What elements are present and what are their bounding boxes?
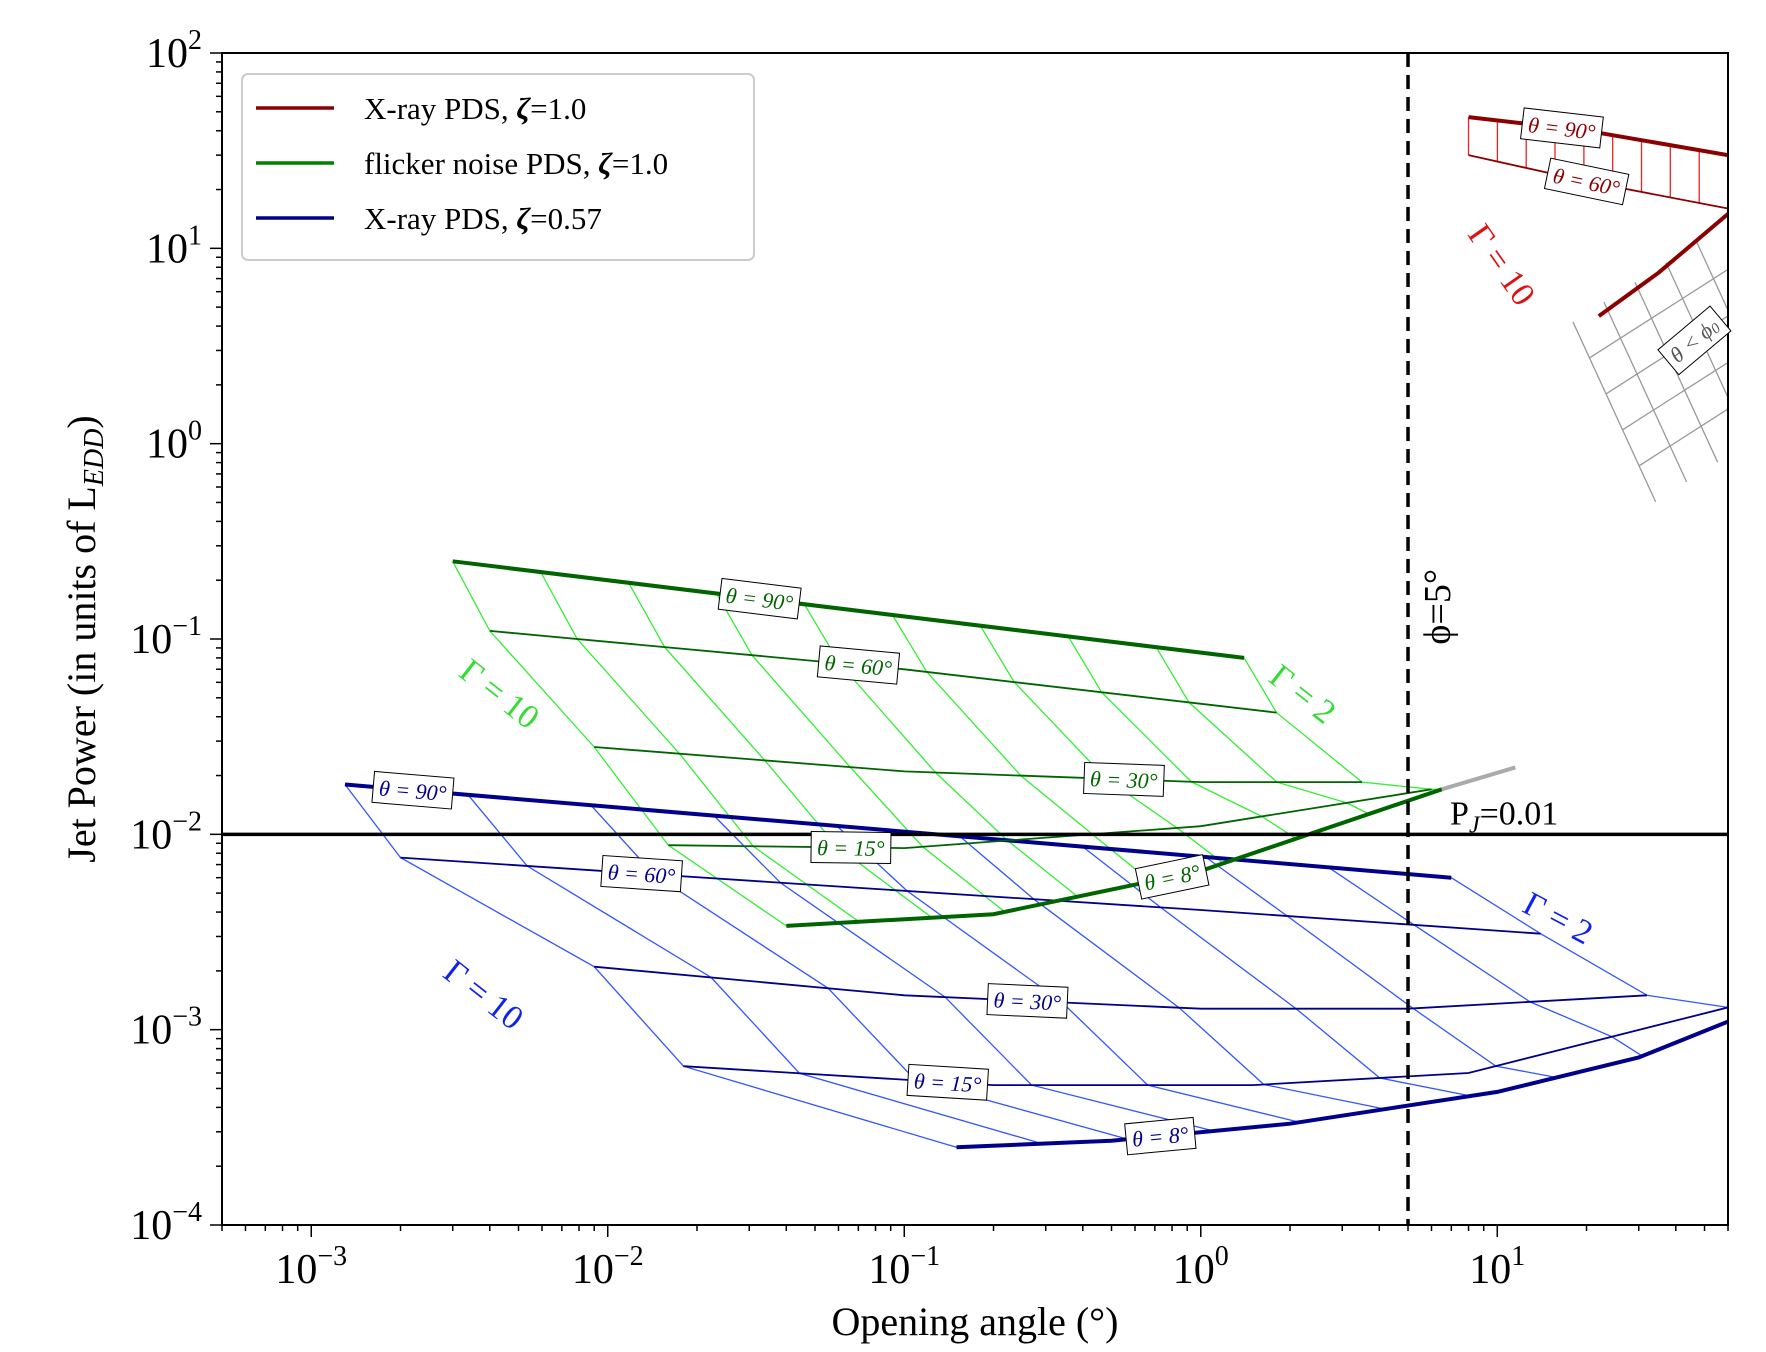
theta-line-green-1 — [489, 630, 1277, 714]
theta-label-green-4-text: θ = 8° — [1142, 859, 1203, 895]
gamma-label-blue-1: Γ = 2 — [1517, 885, 1599, 952]
gamma-curve-green — [1067, 636, 1297, 840]
theta-label-blue-3: θ = 15° — [906, 1063, 990, 1101]
theta-phi0-grid-line — [1727, 222, 1728, 225]
gamma-label-blue-0: Γ = 10 — [436, 953, 530, 1037]
theta-label-green-4-box — [1134, 854, 1210, 900]
x-tick-label: 101 — [1469, 1241, 1525, 1293]
gamma-curve-blue — [1450, 877, 1728, 1022]
y-tick-label: 101 — [146, 220, 202, 272]
theta-label-green-1-text: θ = 60° — [824, 649, 894, 680]
theta-phi0-grid-line — [1572, 321, 1657, 503]
theta-label-blue-0: θ = 90° — [371, 770, 455, 810]
theta-line-green-4 — [786, 787, 1443, 928]
legend-label: flicker noise PDS, ζ=1.0 — [364, 146, 668, 181]
theta-line-blue-3 — [683, 1006, 1728, 1086]
theta-label-green-3-box — [810, 831, 892, 864]
axes-frame: 10−3 10−2 10−1 100 101 10−4 10−3 10−2 10−1 100 101… — [59, 25, 1729, 1344]
y-tick-label: 100 — [146, 416, 202, 468]
theta-phi0-grid-line — [1589, 268, 1728, 359]
gamma-label-red-0: Γ = 10 — [1460, 218, 1542, 313]
gamma-label-green-0: Γ = 10 — [452, 652, 546, 736]
theta-label-red-0: θ = 90° — [1520, 107, 1604, 149]
inline-labels: θ = 90° θ = 60° θ = 30° θ = 15° θ = 8° Γ = 10… — [371, 107, 1732, 1156]
theta-label-green-0-box — [717, 577, 802, 620]
theta-phi0-grid-line — [1638, 408, 1728, 467]
theta-label-red-1: θ = 60° — [1543, 157, 1630, 206]
theta-label-green-3-text: θ = 15° — [817, 835, 885, 861]
theta-label-red-0-box — [1520, 107, 1604, 149]
y-tick-label: 10−1 — [130, 611, 202, 663]
theta-label-blue-0-box — [371, 770, 455, 810]
theta-series — [344, 115, 1728, 1150]
theta-label-green-0: θ = 90° — [717, 577, 802, 620]
theta-label-blue-3-text: θ = 15° — [913, 1068, 982, 1097]
gamma-curve-green — [1155, 646, 1370, 815]
theta-phi0-grid-line — [1603, 301, 1688, 483]
theta-line-green-0 — [452, 559, 1245, 660]
pj-label: PJ=0.01 — [1450, 795, 1558, 838]
theta-line-blue-2 — [594, 965, 1648, 1010]
theta-label-green-2-text: θ = 30° — [1090, 766, 1159, 793]
theta-label-blue-1: θ = 60° — [600, 854, 683, 893]
theta-label-green-2-box — [1083, 761, 1165, 797]
y-tick-label: 10−2 — [130, 806, 202, 858]
theta-label-green-1-box — [816, 645, 901, 685]
theta-label-blue-2-text: θ = 30° — [993, 987, 1062, 1015]
theta-line-red-bold — [1597, 212, 1728, 318]
theta-label-green-2: θ = 30° — [1083, 761, 1165, 797]
theta-label-blue-3-box — [906, 1063, 990, 1101]
theta-label-blue-4-box — [1124, 1116, 1197, 1156]
x-tick-label: 10−2 — [572, 1241, 644, 1293]
y-axis-title: Jet Power (in units of LEDD) — [59, 415, 110, 863]
theta-label-green-4: θ = 8° — [1134, 854, 1210, 900]
theta-phi0-label: θ < ϕ0 — [1657, 305, 1732, 376]
theta-line-green-2 — [594, 746, 1363, 783]
theta-label-blue-4-text: θ = 8° — [1131, 1121, 1190, 1151]
x-axis-title: Opening angle (°) — [831, 1299, 1118, 1344]
theta-phi0-label-box — [1657, 305, 1732, 376]
legend-box — [241, 73, 755, 261]
theta-phi0-grid-line — [1665, 262, 1728, 400]
theta-phi0-grid-line — [1696, 242, 1728, 312]
y-tick-label: 10−3 — [130, 1002, 202, 1054]
x-tick-label: 100 — [1173, 1241, 1229, 1293]
theta-label-green-1: θ = 60° — [816, 645, 901, 685]
theta-label-green-3: θ = 15° — [810, 831, 892, 864]
legend-label: X-ray PDS, ζ=1.0 — [364, 91, 586, 126]
theta-line-blue-0 — [344, 782, 1452, 880]
theta-label-blue-2: θ = 30° — [986, 983, 1069, 1019]
theta-label-red-1-box — [1543, 157, 1630, 206]
theta-label-blue-4: θ = 8° — [1124, 1116, 1197, 1156]
reference-lines: ϕ=5° PJ=0.01 — [222, 53, 1728, 1225]
legend-label: X-ray PDS, ζ=0.57 — [364, 201, 602, 236]
theta-label-blue-2-box — [986, 983, 1069, 1019]
gamma-curve-blue — [836, 825, 1300, 1123]
phi-label: ϕ=5° — [1417, 569, 1459, 645]
theta-line-blue-4 — [956, 1019, 1728, 1150]
gamma-curve-blue — [1205, 856, 1557, 1079]
y-tick-label: 102 — [146, 25, 202, 77]
theta-label-blue-0-text: θ = 90° — [378, 775, 448, 806]
x-tick-label: 10−3 — [275, 1241, 347, 1293]
y-tick-label: 10−4 — [130, 1197, 202, 1249]
theta-phi0-grid-line — [1622, 361, 1728, 431]
theta-label-blue-1-box — [600, 854, 683, 893]
gamma-curve-blue — [1328, 866, 1643, 1057]
legend: X-ray PDS, ζ=1.0 flicker noise PDS, ζ=1.0… — [241, 73, 755, 261]
grey-extension-line — [1441, 765, 1516, 792]
theta-label-blue-1-text: θ = 60° — [607, 859, 676, 888]
gamma-label-green-1: Γ = 2 — [1262, 657, 1342, 731]
x-tick-label: 10−1 — [868, 1241, 940, 1293]
theta-line-green-3 — [668, 788, 1432, 850]
